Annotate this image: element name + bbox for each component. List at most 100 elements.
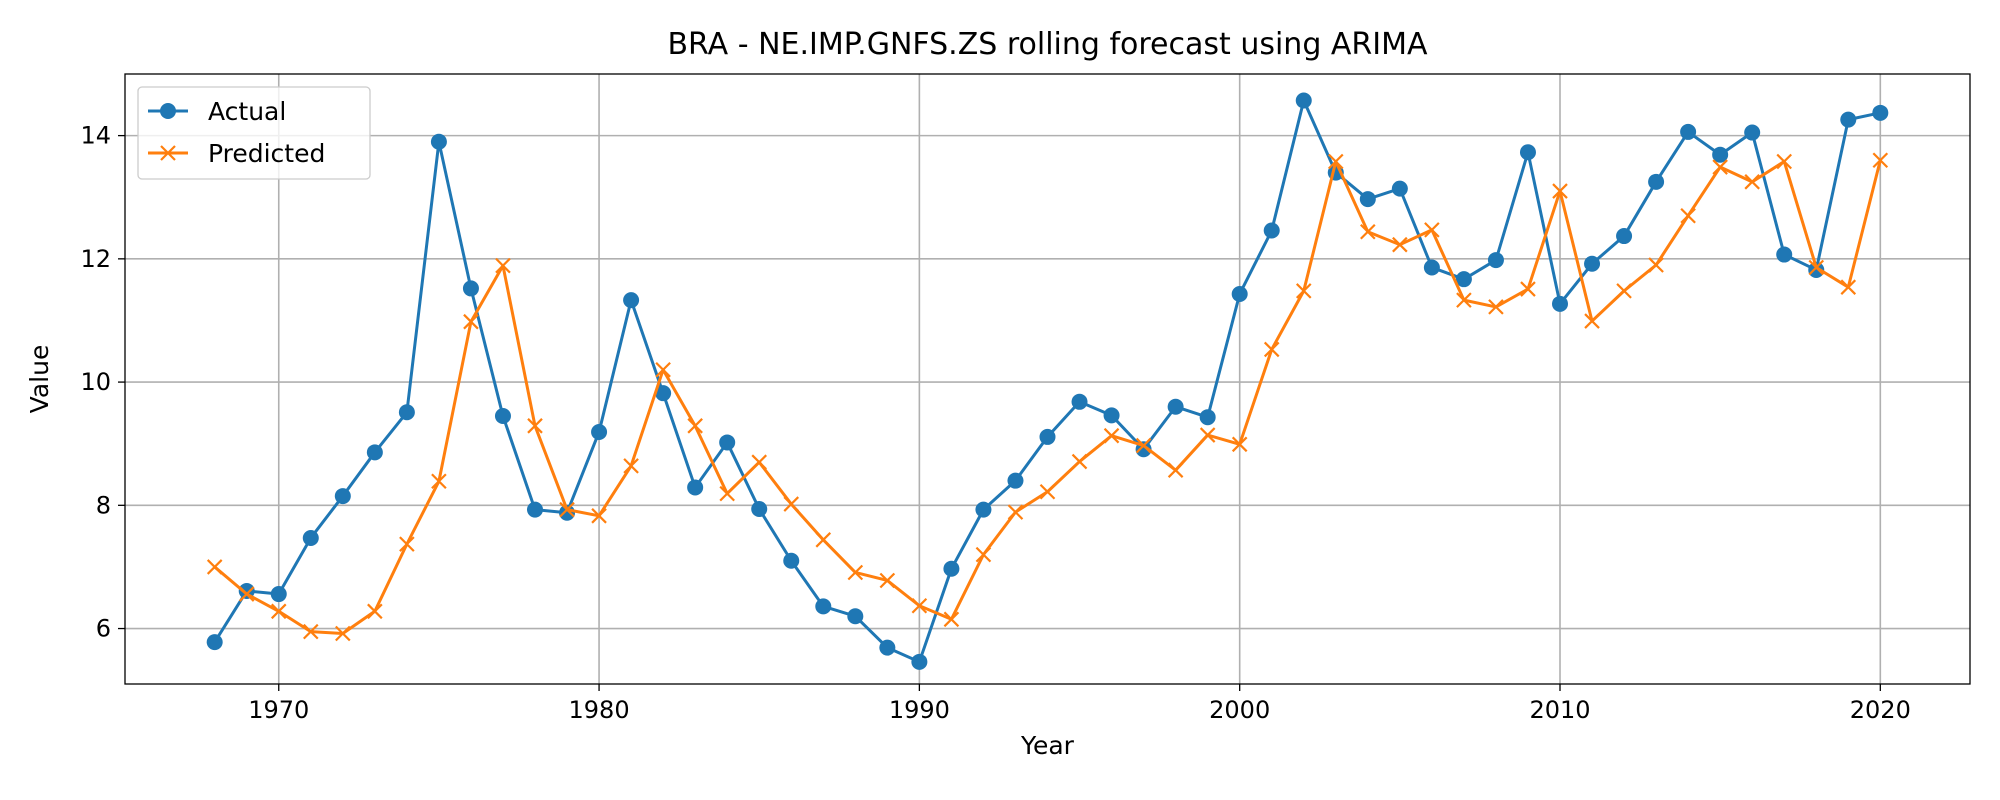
data-point-predicted (463, 313, 479, 330)
data-point-actual (1039, 428, 1056, 445)
data-point-predicted (1712, 159, 1728, 175)
data-point-actual (1423, 259, 1440, 276)
data-point-predicted (1648, 257, 1664, 273)
data-point-actual (1167, 398, 1184, 415)
data-point-predicted (1135, 437, 1152, 454)
data-point-predicted (1295, 283, 1312, 299)
y-tick-label: 12 (80, 245, 111, 273)
legend: Actual Predicted (137, 86, 371, 180)
data-point-actual (1103, 407, 1120, 424)
data-point-actual (1391, 180, 1408, 197)
data-point-predicted (1360, 223, 1376, 240)
data-point-predicted (335, 625, 351, 642)
data-point-actual (847, 608, 864, 625)
data-point-predicted (1007, 504, 1024, 520)
data-point-predicted (687, 418, 703, 434)
data-point-predicted (847, 564, 864, 581)
data-point-actual (1616, 228, 1633, 245)
legend-label: Predicted (208, 139, 325, 168)
data-point-predicted (1199, 427, 1216, 443)
data-point-predicted (1456, 292, 1472, 308)
data-point-actual (1648, 173, 1665, 190)
x-tick-label: 1990 (889, 696, 950, 724)
y-tick-label: 10 (80, 368, 111, 396)
data-point-actual (527, 501, 543, 518)
y-axis-label: Value (25, 345, 54, 414)
data-point-predicted (591, 508, 607, 524)
data-point-actual (430, 133, 447, 150)
data-point-predicted (303, 623, 319, 640)
data-point-predicted (495, 257, 511, 274)
data-point-actual (1487, 252, 1504, 269)
data-point-actual (1680, 123, 1697, 140)
y-tick-label: 14 (80, 122, 111, 150)
legend-marker (160, 103, 176, 119)
data-point-predicted (1872, 152, 1889, 169)
data-point-actual (1872, 104, 1889, 121)
data-point-predicted (1328, 153, 1344, 170)
data-point-predicted (1776, 153, 1792, 170)
data-point-predicted (1840, 279, 1857, 295)
x-tick-label: 1980 (569, 696, 630, 724)
data-point-predicted (367, 603, 383, 620)
data-point-actual (1584, 255, 1601, 272)
data-point-actual (943, 560, 960, 577)
data-point-predicted (783, 496, 800, 512)
data-point-actual (398, 404, 415, 421)
data-point-predicted (431, 473, 447, 490)
data-point-predicted (206, 559, 223, 575)
data-point-predicted (1744, 174, 1760, 190)
data-point-predicted (270, 603, 287, 620)
data-point-actual (655, 385, 672, 402)
data-point-actual (751, 501, 768, 518)
y-tick-label: 8 (96, 491, 111, 519)
data-point-actual (1776, 246, 1793, 263)
data-point-predicted (1263, 341, 1280, 358)
data-point-predicted (1808, 259, 1825, 276)
data-point-actual (719, 434, 736, 451)
series-predicted (206, 152, 1889, 642)
data-point-actual (462, 280, 479, 297)
data-point-actual (1455, 271, 1472, 288)
data-point-predicted (1488, 299, 1504, 315)
data-point-predicted (1167, 462, 1184, 478)
data-point-predicted (943, 611, 960, 628)
data-point-predicted (879, 572, 896, 589)
legend-item-predicted: Predicted (148, 139, 325, 168)
data-point-actual (366, 444, 383, 461)
data-point-actual (1712, 146, 1729, 163)
plot-frame (124, 73, 1971, 685)
data-point-actual (1808, 261, 1825, 278)
data-point-actual (1199, 409, 1216, 426)
data-point-predicted (527, 418, 543, 434)
data-point-predicted (1520, 281, 1536, 297)
data-point-predicted (1680, 207, 1696, 224)
legend-item-actual: Actual (148, 97, 286, 126)
x-axis-label: Year (1020, 731, 1075, 760)
data-point-predicted (623, 458, 639, 474)
data-point-actual (1359, 191, 1376, 208)
data-point-actual (1744, 124, 1761, 141)
data-point-predicted (1392, 236, 1408, 253)
data-point-actual (1552, 295, 1568, 312)
data-point-predicted (1424, 222, 1440, 238)
data-point-actual (559, 504, 576, 521)
data-point-actual (1519, 144, 1536, 161)
x-tick-label: 2020 (1850, 696, 1911, 724)
data-point-actual (591, 423, 608, 440)
axis-ticks: 1970 1980 1990 2000 2010 2020 6 8 10 12 14 (80, 122, 1910, 724)
data-point-actual (1840, 111, 1857, 128)
data-point-actual (206, 634, 223, 651)
legend-box (137, 86, 371, 180)
data-point-actual (1295, 92, 1312, 109)
data-point-predicted (399, 536, 415, 552)
data-point-predicted (1071, 453, 1088, 470)
data-point-actual (494, 407, 511, 424)
x-tick-label: 2000 (1209, 696, 1270, 724)
data-point-actual (1263, 222, 1280, 239)
x-tick-label: 1970 (248, 696, 309, 724)
data-point-actual (1071, 393, 1088, 410)
data-point-actual (334, 488, 351, 505)
data-point-actual (879, 639, 896, 656)
